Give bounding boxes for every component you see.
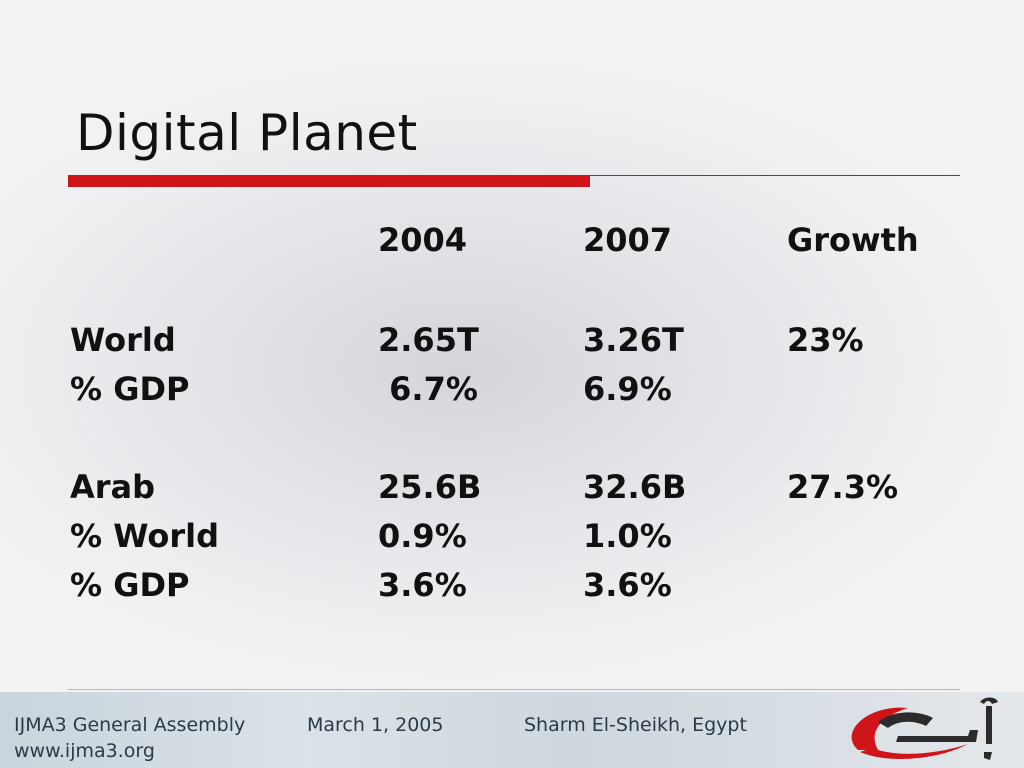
table-cell: 3.26T xyxy=(583,321,684,359)
title-underline-thin xyxy=(590,175,960,176)
title-underline-thick xyxy=(68,175,590,187)
row-label-world-gdp: % GDP xyxy=(70,370,190,408)
table-cell: 6.9% xyxy=(583,370,672,408)
table-cell: 1.0% xyxy=(583,517,672,555)
row-label-arab-gdp: % GDP xyxy=(70,566,190,604)
table-cell: 0.9% xyxy=(378,517,467,555)
row-label-arab-world: % World xyxy=(70,517,219,555)
column-header-growth: Growth xyxy=(787,221,919,259)
footer-location: Sharm El-Sheikh, Egypt xyxy=(524,714,747,736)
footer-divider xyxy=(68,689,960,690)
slide-title: Digital Planet xyxy=(76,104,418,162)
column-header-2007: 2007 xyxy=(583,221,673,259)
table-cell: 2.65T xyxy=(378,321,479,359)
data-table: 2004 2007 Growth World 2.65T 3.26T 23% %… xyxy=(70,0,970,640)
table-cell: 3.6% xyxy=(378,566,467,604)
table-cell: 27.3% xyxy=(787,468,899,506)
footer: IJMA3 General Assembly March 1, 2005 Sha… xyxy=(0,692,1024,768)
table-cell: 6.7% xyxy=(378,370,478,408)
footer-event: IJMA3 General Assembly xyxy=(14,714,246,736)
table-cell: 3.6% xyxy=(583,566,672,604)
footer-date: March 1, 2005 xyxy=(307,714,444,736)
row-label-arab: Arab xyxy=(70,468,156,506)
ijma3-logo-icon xyxy=(851,697,998,760)
table-cell: 23% xyxy=(787,321,864,359)
table-cell: 32.6B xyxy=(583,468,687,506)
table-cell: 25.6B xyxy=(378,468,482,506)
column-header-2004: 2004 xyxy=(378,221,468,259)
row-label-world: World xyxy=(70,321,176,359)
footer-url: www.ijma3.org xyxy=(14,740,155,762)
